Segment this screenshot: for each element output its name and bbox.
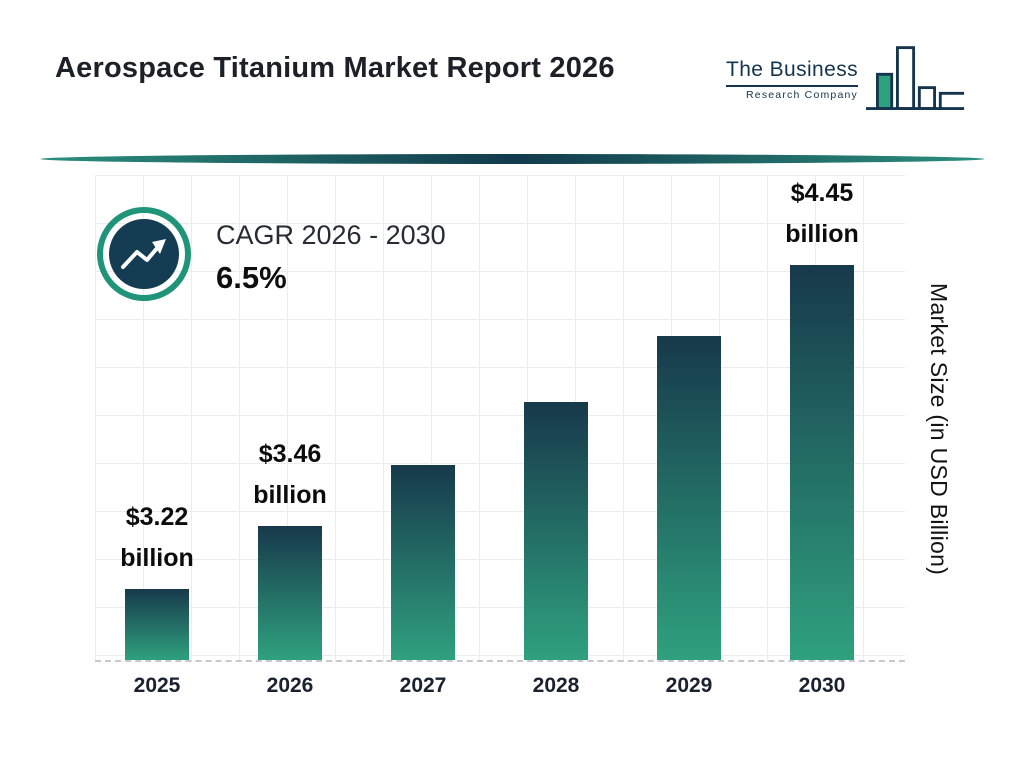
bar-2028 [524,402,588,660]
x-axis-label-2025: 2025 [133,674,181,697]
cagr-text: CAGR 2026 - 2030 6.5% [216,206,446,296]
bar-2026 [258,526,322,660]
divider-line [40,152,985,164]
logo-name: The Business [725,58,858,87]
x-axis-label-2030: 2030 [798,674,846,697]
x-axis-label-2026: 2026 [266,674,314,697]
page-title: Aerospace Titanium Market Report 2026 [55,52,615,84]
bar-value-label-2026: $3.46 billion [253,439,327,509]
logo-subname: Research Company [746,89,858,101]
bar-value-label-2030: $4.45 billion [785,178,859,248]
cagr-block: CAGR 2026 - 2030 6.5% [96,206,446,307]
growth-trend-icon [96,206,192,307]
bar-2029 [657,336,721,660]
bar-2025 [125,589,189,660]
x-axis-label-2029: 2029 [665,674,713,697]
bar-2030 [790,265,854,660]
bar-value-label-2025: $3.22 billion [120,502,194,572]
x-axis-label-2027: 2027 [399,674,447,697]
logo-bar-chart-icon [866,40,966,125]
y-axis-title: Market Size (in USD Billion) [926,283,952,576]
logo-text: The Business Research Company [725,40,858,101]
cagr-value: 6.5% [216,260,287,295]
cagr-label: CAGR 2026 - 2030 [216,220,446,250]
company-logo: The Business Research Company [725,40,966,125]
plot-area: $3.22 billion 2025 $3.46 billion 2026 2027 2028… [95,175,905,697]
bar-2027 [391,465,455,660]
x-axis-label-2028: 2028 [532,674,580,697]
